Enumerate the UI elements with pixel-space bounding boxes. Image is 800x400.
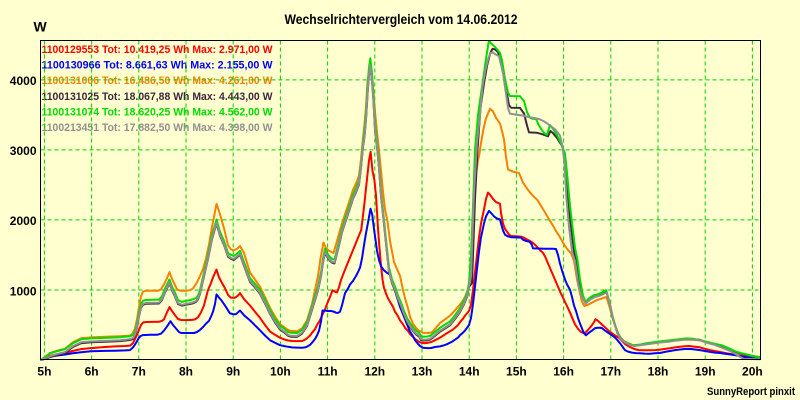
svg-text:10h: 10h <box>270 365 291 379</box>
svg-text:1100130966 Tot: 8.661,63 Wh Ma: 1100130966 Tot: 8.661,63 Wh Max: 2.155,0… <box>42 60 274 72</box>
svg-text:1000: 1000 <box>10 284 37 298</box>
svg-text:7h: 7h <box>132 365 146 379</box>
svg-text:1100131025 Tot: 18.067,88 Wh M: 1100131025 Tot: 18.067,88 Wh Max: 4.443,… <box>42 91 274 103</box>
svg-text:3000: 3000 <box>10 144 37 158</box>
svg-text:1100131074 Tot: 18.620,25 Wh M: 1100131074 Tot: 18.620,25 Wh Max: 4.562,… <box>42 106 274 118</box>
svg-text:18h: 18h <box>648 365 669 379</box>
svg-text:6h: 6h <box>85 365 99 379</box>
svg-text:13h: 13h <box>412 365 433 379</box>
svg-text:W: W <box>34 19 48 35</box>
svg-text:4000: 4000 <box>10 74 37 88</box>
svg-text:9h: 9h <box>226 365 240 379</box>
svg-text:15h: 15h <box>506 365 527 379</box>
svg-text:12h: 12h <box>364 365 385 379</box>
svg-text:8h: 8h <box>179 365 193 379</box>
svg-text:16h: 16h <box>553 365 574 379</box>
svg-text:1100131006 Tot: 16.486,50 Wh M: 1100131006 Tot: 16.486,50 Wh Max: 4.261,… <box>42 75 274 87</box>
svg-text:1100129553 Tot: 10.419,25 Wh M: 1100129553 Tot: 10.419,25 Wh Max: 2.971,… <box>42 44 274 56</box>
svg-text:11h: 11h <box>318 365 338 379</box>
svg-text:Wechselrichtervergleich vom 14: Wechselrichtervergleich vom 14.06.2012 <box>285 11 518 27</box>
svg-text:19h: 19h <box>695 365 716 379</box>
svg-text:14h: 14h <box>459 365 480 379</box>
svg-text:2000: 2000 <box>10 214 37 228</box>
svg-text:20h: 20h <box>742 365 763 379</box>
svg-text:SunnyReport pinxit: SunnyReport pinxit <box>707 386 795 398</box>
svg-text:5h: 5h <box>37 365 51 379</box>
svg-text:1100213451 Tot: 17.882,50 Wh M: 1100213451 Tot: 17.882,50 Wh Max: 4.398,… <box>42 122 274 134</box>
svg-text:17h: 17h <box>600 365 621 379</box>
